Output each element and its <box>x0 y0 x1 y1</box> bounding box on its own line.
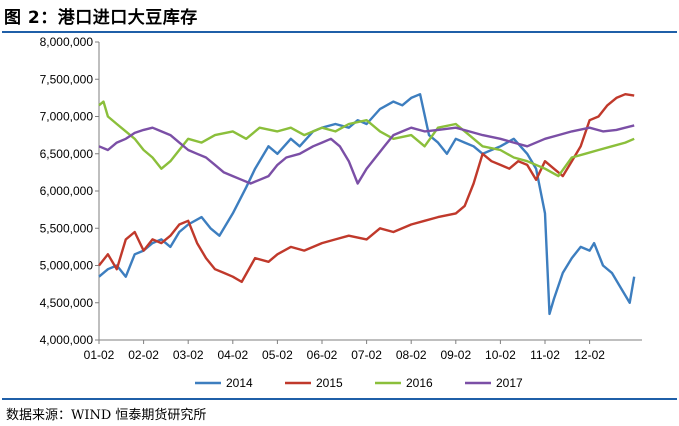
series-line-2016 <box>98 100 635 178</box>
series-line-2014 <box>98 92 636 316</box>
axes <box>95 41 642 344</box>
x-tick-label: 09-02 <box>440 348 471 362</box>
y-tick-label: 5,500,000 <box>40 221 94 235</box>
y-axis-labels: 4,000,000 4,500,000 5,000,000 5,500,000 6,00… <box>40 35 94 347</box>
inventory-line-chart: 4,000,000 4,500,000 5,000,000 5,500,000 6,00… <box>40 35 642 390</box>
x-tick-label: 05-02 <box>262 348 293 362</box>
chart-title: 图 2：港口进口大豆库存 <box>4 8 198 28</box>
source-note: 数据来源：WIND 恒泰期货研究所 <box>6 408 207 423</box>
y-tick-label: 7,500,000 <box>40 72 94 86</box>
x-tick-label: 10-02 <box>485 348 516 362</box>
y-tick-label: 4,000,000 <box>40 333 94 347</box>
series-lines <box>98 92 636 316</box>
x-tick-label: 04-02 <box>217 348 248 362</box>
x-tick-label: 12-02 <box>574 348 605 362</box>
y-tick-label: 5,000,000 <box>40 259 94 273</box>
series-line-2015 <box>98 92 635 284</box>
x-tick-label: 06-02 <box>307 348 338 362</box>
legend-label-2016: 2016 <box>406 376 433 390</box>
y-tick-label: 6,000,000 <box>40 184 94 198</box>
x-tick-label: 03-02 <box>173 348 204 362</box>
x-tick-label: 07-02 <box>351 348 382 362</box>
series-line-2017 <box>98 124 635 185</box>
y-tick-label: 4,500,000 <box>40 296 94 310</box>
legend-label-2015: 2015 <box>316 376 343 390</box>
top-rule <box>2 31 677 33</box>
y-tick-label: 8,000,000 <box>40 35 94 49</box>
x-tick-label: 01-02 <box>84 348 115 362</box>
legend-label-2014: 2014 <box>226 376 253 390</box>
legend: 2014 2015 2016 2017 <box>195 376 523 390</box>
y-tick-label: 7,000,000 <box>40 110 94 124</box>
legend-label-2017: 2017 <box>496 376 523 390</box>
y-tick-label: 6,500,000 <box>40 147 94 161</box>
x-axis-labels: 01-02 02-02 03-02 04-02 05-02 06-02 07-02 08-02… <box>84 348 606 362</box>
x-tick-label: 02-02 <box>128 348 159 362</box>
x-tick-label: 11-02 <box>530 348 560 362</box>
x-tick-label: 08-02 <box>396 348 427 362</box>
bottom-rule <box>2 398 677 400</box>
